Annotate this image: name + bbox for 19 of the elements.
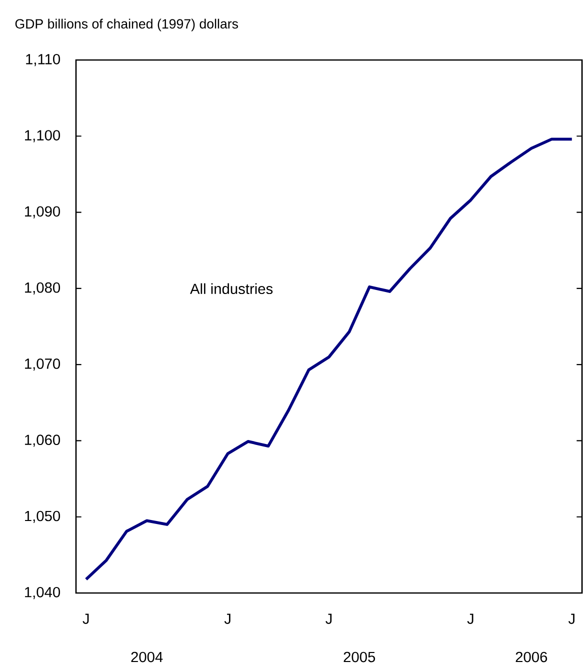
text: All industries [190,283,273,294]
y-tick-label: 1,100 [25,130,60,142]
y-tick-label: 1,110 [26,54,60,66]
x-tick-label: J [82,614,89,624]
y-tick-label: 1,090 [25,206,60,218]
line-series [84,138,574,581]
text: 2004 [131,652,163,662]
y-tick-label: 1,070 [25,358,60,371]
y-tick-label: 1,080 [25,282,60,294]
y-axis-title: GDP billions of chained (1997) dollars [15,18,238,32]
x-tick-label: J [224,614,230,624]
y-tick-label: 1,060 [25,434,60,447]
x-tick-label: J [568,614,574,624]
text: 2006 [516,652,548,662]
y-tick-label: 1,040 [25,586,60,600]
text: 2005 [344,652,376,662]
y-tick-label: 1,050 [25,510,60,523]
x-tick-label: J [467,614,474,624]
x-tick-label: J [326,614,332,624]
